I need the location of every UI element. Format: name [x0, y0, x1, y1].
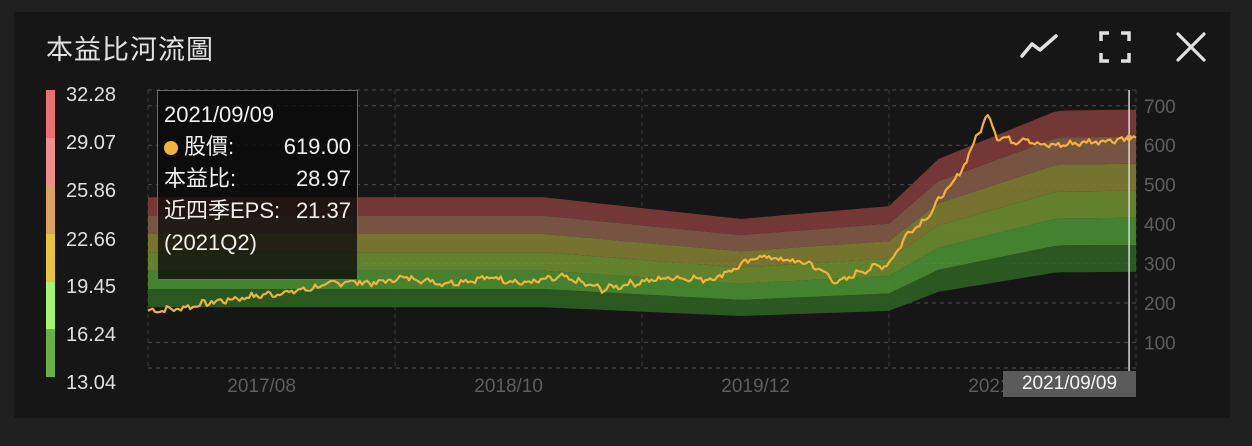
tooltip-quarter: (2021Q2) — [164, 230, 257, 255]
cursor-point — [1126, 134, 1133, 141]
price-dot-icon — [164, 141, 178, 155]
pe-band — [148, 136, 1136, 252]
tooltip-price-label: 股價: — [184, 134, 235, 159]
x-tick-label: 2019/12 — [721, 376, 790, 397]
legend-label: 29.07 — [66, 132, 117, 154]
legend-color-4 — [46, 234, 55, 282]
legend-color-2 — [46, 138, 55, 186]
legend-color-1 — [46, 90, 55, 138]
chart-title: 本益比河流圖 — [46, 35, 214, 66]
legend-color-5 — [46, 282, 55, 329]
cursor-date-badge: 2021/09/09 — [1003, 371, 1136, 397]
pe-band — [148, 163, 1136, 268]
pe-band — [148, 245, 1136, 316]
pe-band — [148, 217, 1136, 300]
tooltip-eps-value: 21.37 — [295, 198, 351, 223]
y-tick-label: 300 — [1144, 255, 1176, 276]
legend-color-3 — [46, 186, 55, 234]
pe-legend-bar — [46, 90, 55, 377]
y-tick-label: 100 — [1144, 333, 1176, 354]
tooltip-pe-value: 28.97 — [295, 166, 351, 191]
y-tick-label: 400 — [1144, 215, 1176, 236]
y-tick-label: 700 — [1144, 97, 1176, 118]
chart-tooltip: 2021/09/09 股價: 619.00 本益比: 28.97 近四季EPS:… — [157, 90, 358, 280]
tooltip-eps-label: 近四季EPS: — [164, 198, 281, 223]
legend-label: 22.66 — [66, 229, 117, 251]
pe-river-chart[interactable]: 100 200 300 400 500 600 700 2017/08 2018/10 2019/… — [14, 12, 1230, 412]
y-tick-label: 500 — [1144, 176, 1176, 197]
legend-label: 19.45 — [66, 276, 117, 298]
tooltip-price-value: 619.00 — [283, 134, 351, 159]
pe-river-panel: 本益比河流圖 32.28 29.07 25.86 22.66 19.45 16.… — [14, 12, 1230, 418]
y-tick-label: 200 — [1144, 294, 1176, 315]
y-tick-label: 600 — [1144, 136, 1176, 157]
legend-label: 16.24 — [66, 324, 117, 346]
legend-color-6 — [46, 329, 55, 377]
pe-band — [148, 190, 1136, 284]
legend-label: 13.04 — [66, 372, 117, 394]
pe-band — [148, 109, 1136, 236]
fullscreen-icon[interactable] — [1098, 30, 1132, 64]
legend-label: 32.28 — [66, 84, 117, 106]
x-tick-label: 2017/08 — [227, 376, 296, 397]
price-line — [147, 114, 1137, 314]
close-icon[interactable] — [1174, 30, 1208, 64]
legend-label: 25.86 — [66, 180, 117, 202]
tooltip-pe-label: 本益比: — [164, 166, 237, 191]
trend-line-icon[interactable] — [1018, 30, 1062, 66]
tooltip-date: 2021/09/09 — [164, 102, 275, 127]
x-tick-label: 2018/10 — [474, 376, 543, 397]
